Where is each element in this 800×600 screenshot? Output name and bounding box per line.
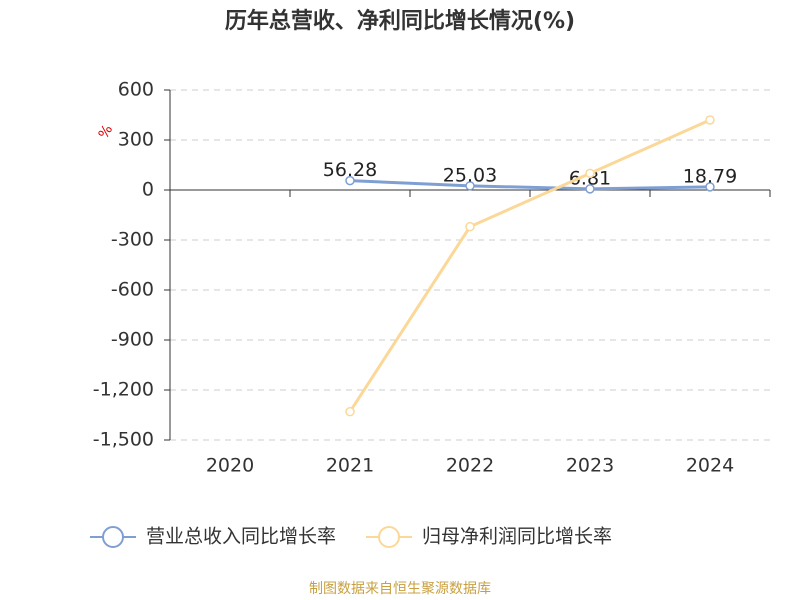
y-tick-label: -600 xyxy=(111,279,154,301)
legend-marker xyxy=(102,526,124,548)
data-point xyxy=(585,184,595,194)
data-label: 56.28 xyxy=(323,159,377,181)
x-tick-label: 2020 xyxy=(206,455,254,477)
data-point xyxy=(465,221,475,232)
y-tick-label: -1,500 xyxy=(93,429,154,451)
data-label: 25.03 xyxy=(443,164,497,186)
series-line xyxy=(349,179,711,191)
legend-label: 归母净利润同比增长率 xyxy=(422,526,612,548)
data-label: 6.81 xyxy=(569,167,611,189)
data-point xyxy=(345,406,355,417)
data-point xyxy=(465,181,475,191)
y-tick-label: 300 xyxy=(118,129,154,151)
legend-label: 营业总收入同比增长率 xyxy=(146,526,336,548)
x-tick-label: 2021 xyxy=(326,455,374,477)
series-line xyxy=(348,118,711,413)
data-point xyxy=(585,168,595,179)
x-tick-label: 2024 xyxy=(686,455,734,477)
legend-marker xyxy=(378,526,401,548)
x-tick-label: 2023 xyxy=(566,455,614,477)
y-tick-label: -1,200 xyxy=(93,379,154,401)
y-axis-unit: % xyxy=(96,122,117,142)
x-tick-label: 2022 xyxy=(446,455,494,477)
y-tick-label: -300 xyxy=(111,229,154,251)
data-point xyxy=(705,115,715,125)
y-tick-label: -900 xyxy=(111,329,154,351)
data-label: 18.79 xyxy=(683,165,737,187)
data-point xyxy=(345,175,355,186)
source-note: 制图数据来自恒生聚源数据库 xyxy=(309,581,491,597)
data-point xyxy=(705,182,715,192)
chart-title: 历年总营收、净利同比增长情况(%) xyxy=(225,8,575,34)
y-tick-label: 600 xyxy=(118,79,154,101)
y-tick-label: 0 xyxy=(142,179,154,201)
